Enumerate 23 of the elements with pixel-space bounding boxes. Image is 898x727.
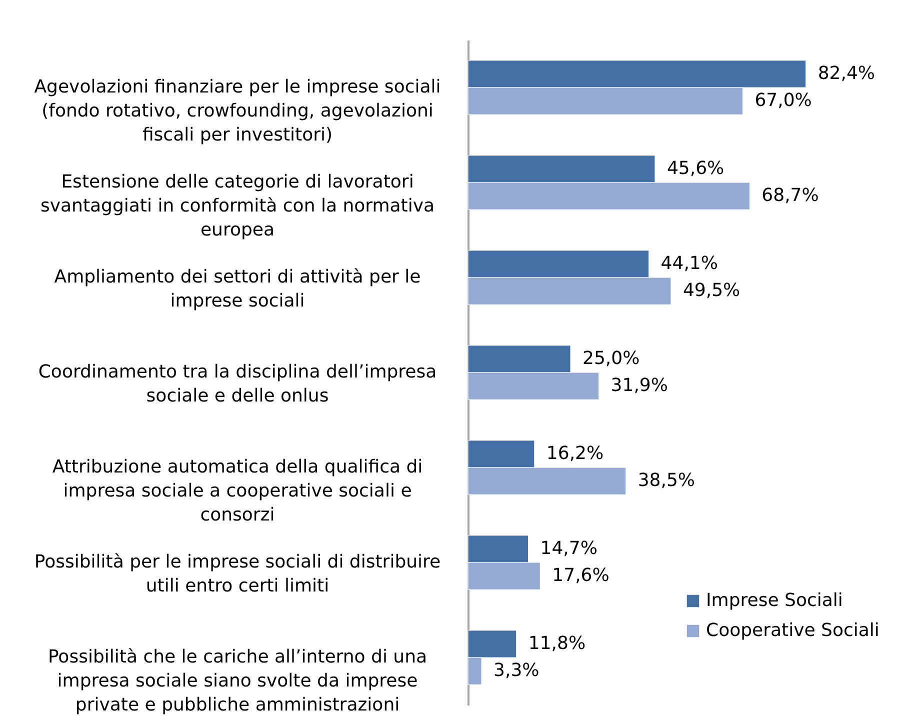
data-label: 49,5% — [682, 280, 740, 302]
y-tick-label: Possibilità che le cariche all’interno di una impresa sociale siano svolte da imprese private e pubbliche amministrazioni — [48, 646, 428, 716]
y-tick-label: Coordinamento tra la disciplina dell’impresa sociale e delle onlus — [38, 362, 437, 406]
y-tick-label: Possibilità per le imprese sociali di distribuire utili entro certi limiti — [34, 552, 441, 596]
y-tick-label: Attribuzione automatica della qualifica di impresa sociale a cooperative sociali e consorzi — [52, 456, 423, 526]
data-label: 17,6% — [552, 565, 610, 586]
y-tick-label: Ampliamento dei settori di attività per le imprese sociali — [54, 266, 421, 312]
data-label: 16,2% — [546, 442, 604, 464]
legend-label: Imprese Sociali — [706, 590, 843, 611]
data-label: 68,7% — [762, 185, 819, 206]
data-label: 44,1% — [660, 252, 718, 274]
data-label: 45,6% — [666, 158, 724, 179]
data-label: 38,5% — [638, 470, 696, 492]
data-label: 31,9% — [610, 375, 668, 396]
legend-label: Cooperative Sociali — [706, 620, 880, 641]
data-label: 14,7% — [540, 538, 598, 559]
data-label: 67,0% — [754, 90, 812, 112]
y-tick-label: Estensione delle categorie di lavoratori svantaggiati in conformità con la normativa europea — [40, 172, 435, 240]
data-label: 25,0% — [582, 348, 640, 369]
data-label: 3,3% — [494, 660, 540, 682]
data-label: 11,8% — [528, 632, 586, 654]
y-tick-label: Agevolazioni finanziare per le imprese sociali (fondo rotativo, crowfounding, agevolazioni fiscali per investitori) — [34, 76, 441, 146]
data-label: 82,4% — [818, 62, 876, 84]
